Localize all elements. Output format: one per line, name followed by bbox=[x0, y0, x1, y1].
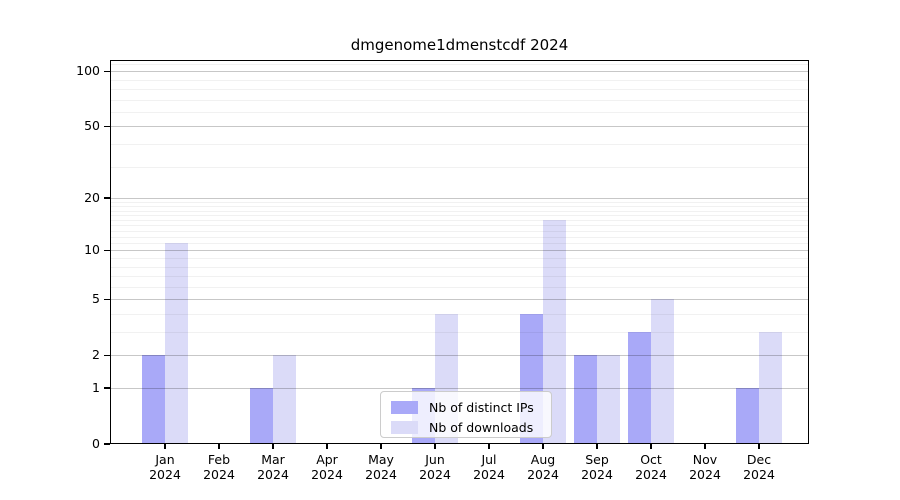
legend-label-downloads: Nb of downloads bbox=[429, 419, 534, 435]
y-tick-label: 100 bbox=[76, 63, 100, 79]
gridline-minor bbox=[110, 314, 809, 315]
y-tick-label: 50 bbox=[84, 118, 100, 134]
bar-downloads-jan bbox=[165, 243, 188, 444]
bar-distinct-ips-sep bbox=[574, 355, 597, 444]
x-tick-label-aug: Aug 2024 bbox=[527, 452, 559, 482]
legend-entry-downloads: Nb of downloads bbox=[381, 418, 551, 436]
gridline-minor bbox=[110, 99, 809, 101]
gridline-minor bbox=[110, 144, 809, 145]
gridline-major bbox=[110, 250, 809, 252]
gridline-major bbox=[110, 198, 809, 200]
x-tick-label-sep: Sep 2024 bbox=[581, 452, 613, 482]
y-tick-mark bbox=[104, 443, 110, 445]
gridline-minor bbox=[110, 210, 809, 212]
gridline-minor bbox=[110, 166, 809, 168]
x-tick-label-apr: Apr 2024 bbox=[311, 452, 343, 482]
bar-downloads-oct bbox=[651, 299, 674, 444]
y-tick-label: 20 bbox=[84, 190, 100, 206]
plot-border bbox=[110, 60, 809, 444]
gridline-minor bbox=[110, 225, 809, 227]
gridline-major bbox=[110, 71, 809, 73]
x-tick-mark bbox=[272, 444, 274, 449]
x-tick-mark bbox=[164, 444, 166, 449]
x-tick-mark bbox=[434, 444, 436, 449]
x-tick-mark bbox=[218, 444, 220, 449]
gridline-minor bbox=[110, 266, 809, 268]
y-tick-label: 10 bbox=[84, 242, 100, 258]
gridline-minor bbox=[110, 230, 809, 232]
gridline-minor bbox=[110, 220, 809, 221]
gridline-minor bbox=[110, 258, 809, 259]
x-tick-label-oct: Oct 2024 bbox=[635, 452, 667, 482]
x-tick-label-nov: Nov 2024 bbox=[689, 452, 721, 482]
gridline-minor bbox=[110, 276, 809, 277]
legend-swatch-downloads bbox=[391, 420, 418, 434]
y-tick-mark bbox=[104, 125, 110, 128]
x-tick-label-mar: Mar 2024 bbox=[257, 452, 289, 482]
x-tick-label-dec: Dec 2024 bbox=[743, 452, 775, 482]
legend-swatch-distinct-ips bbox=[391, 400, 418, 414]
legend-entry-distinct-ips: Nb of distinct IPs bbox=[381, 398, 551, 416]
gridline-minor bbox=[110, 215, 809, 217]
gridline-minor bbox=[110, 79, 809, 81]
y-tick-mark bbox=[104, 298, 110, 300]
x-tick-mark bbox=[596, 444, 598, 449]
y-tick-mark bbox=[104, 197, 110, 199]
gridline-minor bbox=[110, 206, 809, 208]
gridline-minor bbox=[110, 236, 809, 238]
x-tick-label-may: May 2024 bbox=[365, 452, 397, 482]
bar-distinct-ips-mar bbox=[250, 388, 273, 444]
bar-downloads-aug bbox=[543, 220, 566, 444]
bar-distinct-ips-dec bbox=[736, 388, 759, 444]
x-tick-label-jun: Jun 2024 bbox=[419, 452, 451, 482]
gridline-minor bbox=[110, 89, 809, 90]
x-tick-mark bbox=[326, 444, 328, 449]
x-tick-label-jan: Jan 2024 bbox=[149, 452, 181, 482]
x-tick-mark bbox=[542, 444, 544, 449]
x-tick-mark bbox=[758, 444, 760, 449]
bar-downloads-mar bbox=[273, 355, 296, 444]
gridline-minor bbox=[110, 243, 809, 245]
y-tick-mark bbox=[104, 249, 110, 251]
y-tick-label: 1 bbox=[92, 380, 100, 395]
bar-downloads-dec bbox=[759, 332, 782, 444]
gridline-major bbox=[110, 126, 809, 128]
legend: Nb of distinct IPs Nb of downloads bbox=[380, 391, 552, 438]
gridline-major bbox=[110, 299, 809, 301]
chart-title: dmgenome1dmenstcdf 2024 bbox=[350, 36, 569, 54]
y-tick-label: 5 bbox=[92, 291, 100, 307]
y-tick-label: 0 bbox=[92, 436, 100, 451]
gridline-minor bbox=[110, 332, 809, 333]
y-tick-mark bbox=[104, 354, 110, 356]
x-tick-mark bbox=[380, 444, 382, 449]
x-tick-mark bbox=[488, 444, 490, 449]
legend-label-distinct-ips: Nb of distinct IPs bbox=[429, 399, 534, 415]
x-tick-mark bbox=[704, 444, 706, 449]
x-tick-mark bbox=[650, 444, 652, 449]
y-tick-mark bbox=[104, 70, 110, 72]
y-tick-mark bbox=[104, 387, 110, 389]
gridline-minor bbox=[110, 286, 809, 288]
gridline-minor bbox=[110, 111, 809, 113]
gridline-major bbox=[110, 355, 809, 357]
gridline-minor bbox=[110, 63, 809, 65]
bar-downloads-sep bbox=[597, 355, 620, 444]
x-tick-label-jul: Jul 2024 bbox=[473, 452, 505, 482]
gridline-major bbox=[110, 388, 809, 389]
bar-distinct-ips-jan bbox=[142, 355, 165, 444]
gridline-minor bbox=[110, 202, 809, 203]
x-tick-label-feb: Feb 2024 bbox=[203, 452, 235, 482]
y-tick-label: 2 bbox=[92, 347, 100, 363]
bar-distinct-ips-oct bbox=[628, 332, 651, 444]
